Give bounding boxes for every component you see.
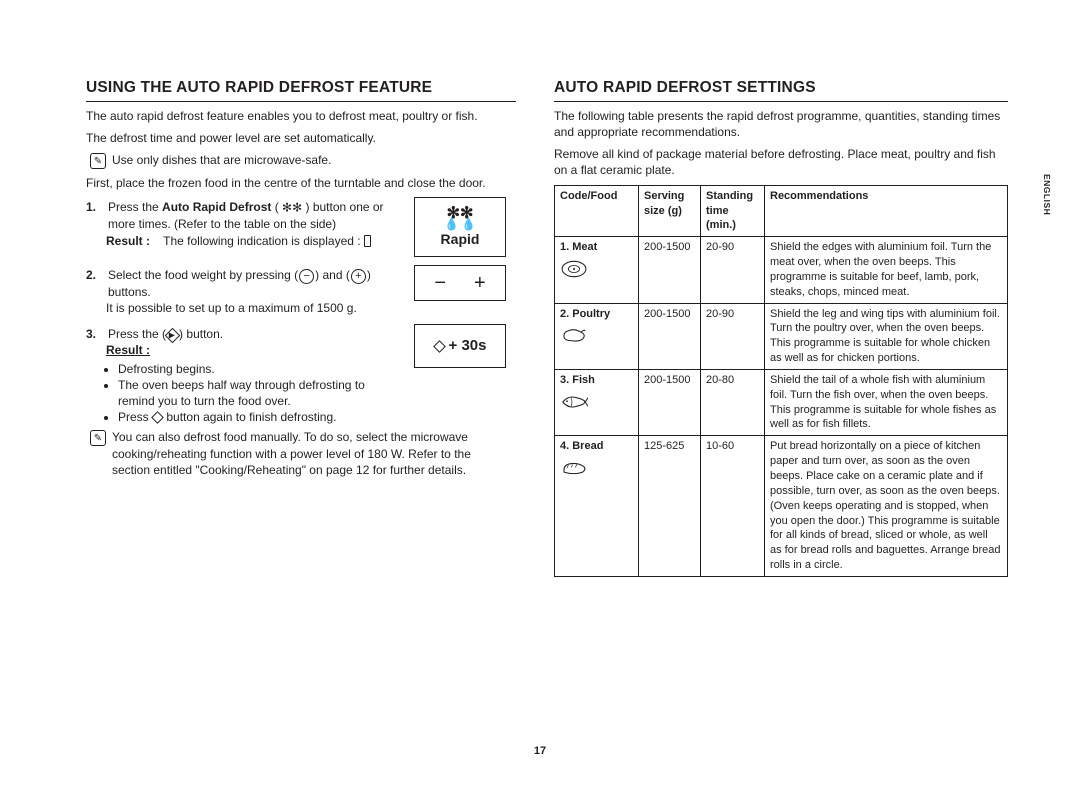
step-2-text: Select the food weight by pressing (−) a… — [108, 267, 404, 300]
left-content: The auto rapid defrost feature enables y… — [86, 108, 506, 478]
cell-code: 1. Meat — [555, 237, 639, 303]
step-3-text: Press the (▶) button. — [108, 326, 223, 342]
start-diamond-icon: ▶ — [165, 327, 181, 343]
cell-code: 2. Poultry — [555, 303, 639, 369]
left-intro3: First, place the frozen food in the cent… — [86, 175, 506, 191]
step1-result-text: The following indication is displayed : — [163, 234, 360, 248]
display-indicator-icon — [364, 235, 371, 247]
cell-serving: 200-1500 — [639, 303, 701, 369]
table-row: 4. Bread125-62510-60Put bread horizontal… — [555, 436, 1008, 577]
cell-serving: 125-625 — [639, 436, 701, 577]
bullet-1: Defrosting begins. — [118, 361, 404, 377]
left-heading: USING THE AUTO RAPID DEFROST FEATURE — [86, 78, 516, 102]
minus-icon: − — [299, 269, 314, 284]
table-row: 2. Poultry200-150020-90Shield the leg an… — [555, 303, 1008, 369]
note1-text: Use only dishes that are microwave-safe. — [112, 152, 331, 168]
cell-code: 4. Bread — [555, 436, 639, 577]
right-p1: The following table presents the rapid d… — [554, 108, 1008, 140]
cell-standing: 20-90 — [701, 303, 765, 369]
cell-code: 3. Fish — [555, 369, 639, 435]
step1-bold: Auto Rapid Defrost — [162, 200, 271, 214]
language-tab: ENGLISH — [1041, 174, 1052, 215]
table-row: 3. Fish200-150020-80Shield the tail of a… — [555, 369, 1008, 435]
page-columns: USING THE AUTO RAPID DEFROST FEATURE The… — [86, 78, 1008, 577]
snowflake-small-icon: ✻✻ — [282, 201, 302, 215]
cell-rec: Put bread horizontally on a piece of kit… — [765, 436, 1008, 577]
cell-rec: Shield the leg and wing tips with alumin… — [765, 303, 1008, 369]
diamond-30s-icon — [433, 340, 446, 353]
cell-rec: Shield the edges with aluminium foil. Tu… — [765, 237, 1008, 303]
poultry-icon — [560, 325, 633, 350]
note-manual-defrost: ✎ You can also defrost food manually. To… — [90, 429, 506, 478]
step-3-block: 3. Press the (▶) button. Result : Defros… — [86, 324, 506, 425]
bullet-2: The oven beeps half way through defrosti… — [118, 377, 404, 409]
cell-standing: 20-90 — [701, 237, 765, 303]
right-p2: Remove all kind of package material befo… — [554, 146, 1008, 178]
th-serving: Serving size (g) — [639, 185, 701, 237]
table-header-row: Code/Food Serving size (g) Standing time… — [555, 185, 1008, 237]
note2-text: You can also defrost food manually. To d… — [112, 429, 506, 478]
plus-icon: + — [351, 269, 366, 284]
cell-serving: 200-1500 — [639, 369, 701, 435]
step-1-num: 1. — [86, 199, 102, 232]
bullet-3-a: Press — [118, 410, 149, 424]
table-row: 1. Meat200-150020-90Shield the edges wit… — [555, 237, 1008, 303]
left-intro2: The defrost time and power level are set… — [86, 130, 506, 146]
start-diamond-small-icon — [151, 412, 164, 425]
th-rec: Recommendations — [765, 185, 1008, 237]
note-icon: ✎ — [90, 153, 106, 169]
display-plus-minus: − + — [414, 265, 506, 301]
cell-rec: Shield the tail of a whole fish with alu… — [765, 369, 1008, 435]
step-2-num: 2. — [86, 267, 102, 300]
th-standing: Standing time (min.) — [701, 185, 765, 237]
step-1-block: 1. Press the Auto Rapid Defrost ( ✻✻ ) b… — [86, 197, 506, 257]
display-plus-icon: + — [474, 270, 486, 297]
display-minus-icon: − — [434, 270, 446, 297]
left-intro1: The auto rapid defrost feature enables y… — [86, 108, 506, 124]
th-code: Code/Food — [555, 185, 639, 237]
step-2: 2. Select the food weight by pressing (−… — [86, 267, 404, 300]
note-icon-2: ✎ — [90, 430, 106, 446]
right-heading: AUTO RAPID DEFROST SETTINGS — [554, 78, 1008, 102]
bread-icon — [560, 458, 633, 483]
step2-and: and — [322, 268, 342, 282]
step3-a: Press the — [108, 327, 159, 341]
result-label-2: Result : — [106, 343, 150, 357]
step-3-num: 3. — [86, 326, 102, 342]
cell-standing: 10-60 — [701, 436, 765, 577]
step-2-block: 2. Select the food weight by pressing (−… — [86, 265, 506, 316]
rapid-label: Rapid — [441, 230, 480, 249]
cell-standing: 20-80 — [701, 369, 765, 435]
result-label-1: Result : — [106, 234, 150, 248]
right-column: AUTO RAPID DEFROST SETTINGS The followin… — [554, 78, 1008, 577]
display-30s: + 30s — [414, 324, 506, 368]
step1-a: Press the — [108, 200, 162, 214]
step2-a: Select the food weight by pressing — [108, 268, 291, 282]
bullet-3: Press button again to finish defrosting. — [118, 409, 404, 425]
display-rapid: ✻✻ 💧💧 Rapid — [414, 197, 506, 257]
step3-b: button. — [186, 327, 223, 341]
step2-tail: buttons. — [108, 285, 151, 299]
bullet-3-b: button again to finish defrosting. — [166, 410, 336, 424]
left-column: USING THE AUTO RAPID DEFROST FEATURE The… — [86, 78, 516, 577]
step1-result-row: Result : The following indication is dis… — [106, 233, 404, 249]
plus-30s-label: + 30s — [449, 336, 487, 356]
meat-icon — [560, 259, 633, 284]
note-safe-dishes: ✎ Use only dishes that are microwave-saf… — [90, 152, 506, 169]
drops-icon: 💧💧 — [444, 220, 476, 228]
defrost-settings-table: Code/Food Serving size (g) Standing time… — [554, 185, 1008, 577]
step-1: 1. Press the Auto Rapid Defrost ( ✻✻ ) b… — [86, 199, 404, 232]
step2-note: It is possible to set up to a maximum of… — [106, 300, 404, 316]
step-3: 3. Press the (▶) button. — [86, 326, 404, 342]
step-1-text: Press the Auto Rapid Defrost ( ✻✻ ) butt… — [108, 199, 404, 232]
step3-bullets: Defrosting begins. The oven beeps half w… — [86, 361, 404, 426]
page-number: 17 — [0, 744, 1080, 759]
cell-serving: 200-1500 — [639, 237, 701, 303]
fish-icon — [560, 392, 633, 417]
